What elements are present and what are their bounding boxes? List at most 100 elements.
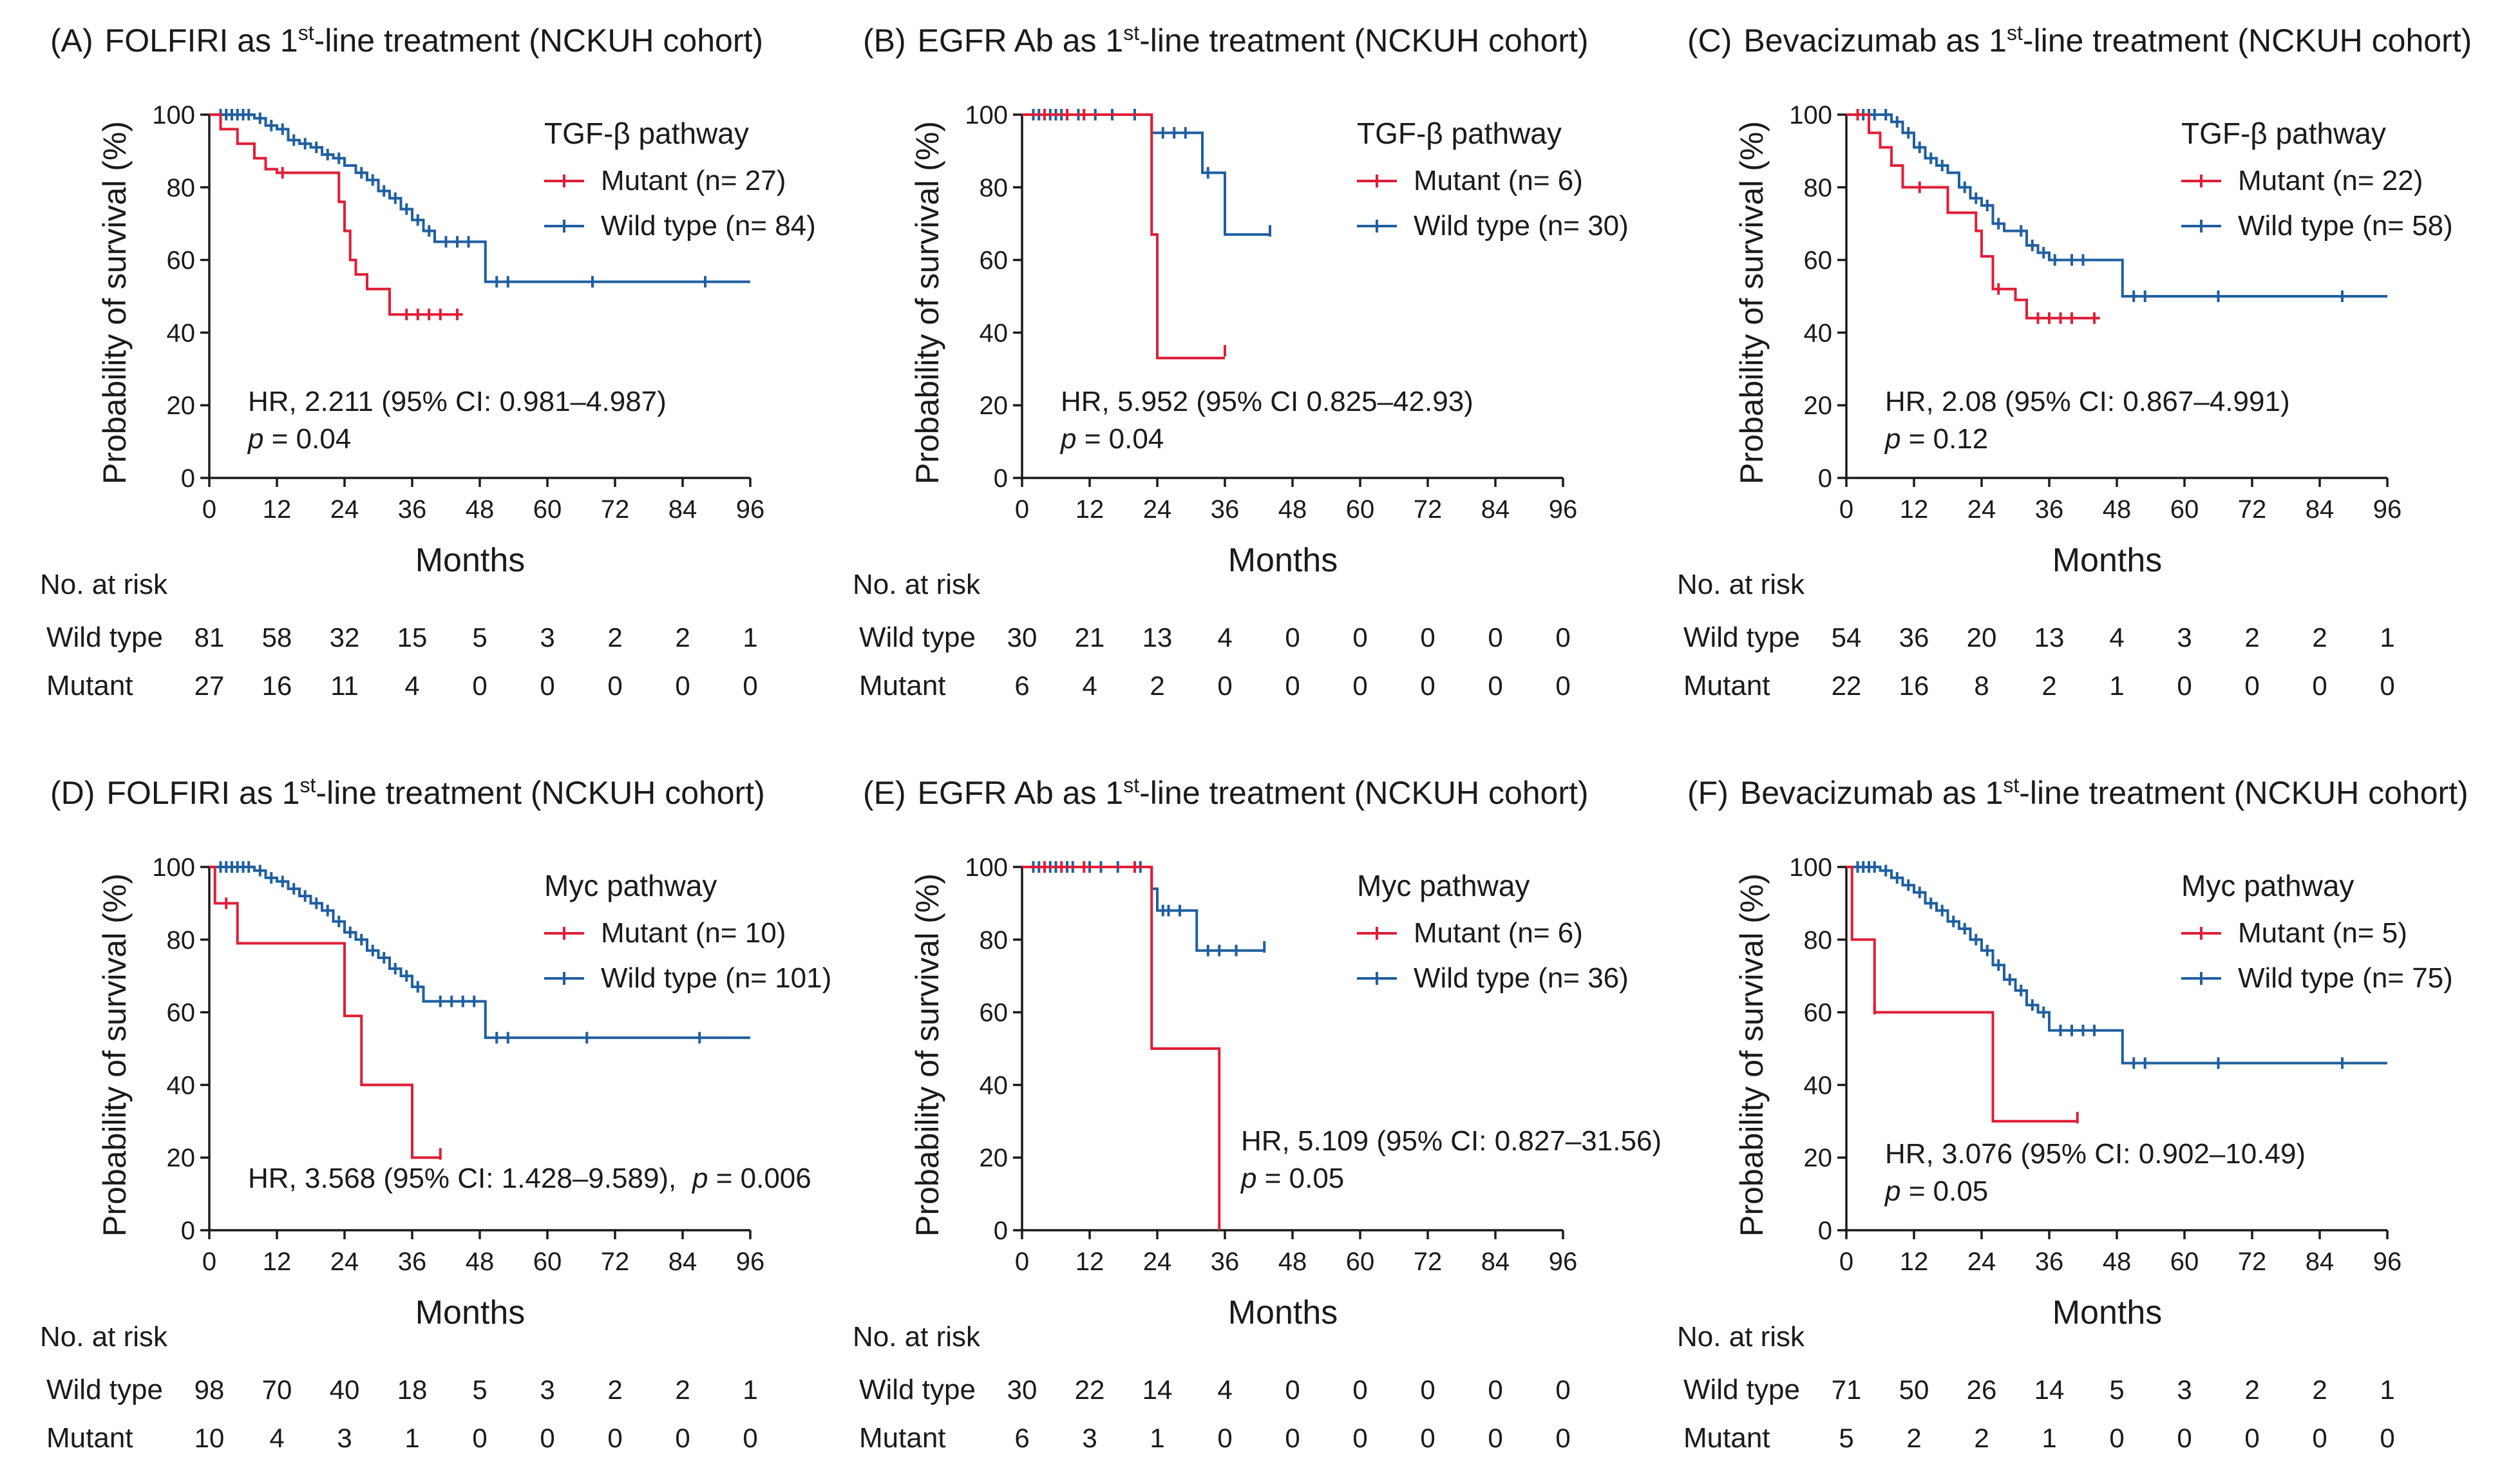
panel-title-sup: st <box>1123 21 1139 44</box>
risk-count-mutant: 6 <box>1014 671 1029 701</box>
panel-title: (C) Bevacizumab as 1st-line treatment (NC… <box>1687 21 2472 59</box>
risk-count-mutant: 16 <box>262 671 292 701</box>
hazard-ratio-text: HR, 3.568 (95% CI: 1.428–9.589), <box>248 1163 676 1194</box>
risk-table-header: No. at risk <box>1677 569 1805 600</box>
x-tick-label: 60 <box>1346 495 1375 524</box>
risk-count-mutant: 3 <box>337 1423 352 1453</box>
legend-title: Myc pathway <box>544 869 717 902</box>
risk-count-mutant: 0 <box>2244 1423 2259 1453</box>
risk-row-label-mutant: Mutant <box>859 1422 946 1454</box>
x-tick-label: 24 <box>1143 495 1172 524</box>
panel-label: (B) <box>863 23 906 59</box>
panel-title: (A) FOLFIRI as 1st-line treatment (NCKUH … <box>50 21 763 59</box>
legend-label-mutant: Mutant (n= 6) <box>1414 917 1583 949</box>
risk-count-mutant: 0 <box>2109 1423 2124 1453</box>
risk-row-label-mutant: Mutant <box>46 1422 133 1454</box>
panel-title-sup: st <box>2003 774 2019 797</box>
p-value: = 0.05 <box>1900 1175 1988 1207</box>
risk-row-label-wild-type: Wild type <box>46 622 163 653</box>
panel-label: (E) <box>863 775 906 811</box>
p-value: = 0.04 <box>1076 423 1164 455</box>
km-panel-d: (D) FOLFIRI as 1st-line treatment (NCKUH … <box>40 774 831 1454</box>
risk-count-mutant: 0 <box>472 1423 487 1453</box>
x-tick-label: 96 <box>736 1248 765 1276</box>
risk-count-mutant: 0 <box>1217 1423 1232 1453</box>
km-curve-mutant <box>209 866 441 1159</box>
y-tick-label: 40 <box>980 1071 1009 1099</box>
x-tick-label: 84 <box>2306 495 2335 524</box>
km-curve-wild-type <box>1022 866 1265 952</box>
risk-count-mutant: 2 <box>1974 1423 1989 1453</box>
risk-count-mutant: 6 <box>1014 1423 1029 1453</box>
y-tick-label: 60 <box>1804 247 1833 275</box>
risk-count-mutant: 11 <box>330 671 359 701</box>
x-tick-label: 84 <box>668 495 697 524</box>
y-tick-label: 80 <box>980 926 1009 955</box>
risk-count-wild-type: 2 <box>2244 622 2259 652</box>
p-value: = 0.05 <box>1256 1163 1344 1194</box>
y-tick-label: 40 <box>167 1071 196 1099</box>
risk-count-mutant: 0 <box>675 671 690 701</box>
y-tick-label: 60 <box>980 999 1009 1027</box>
risk-count-mutant: 0 <box>1217 671 1232 701</box>
risk-count-wild-type: 54 <box>1832 622 1862 652</box>
y-tick-label: 80 <box>1804 926 1833 955</box>
legend-label-mutant: Mutant (n= 5) <box>2238 917 2407 949</box>
p-value-text: p = 0.006 <box>691 1163 811 1194</box>
risk-count-wild-type: 3 <box>2177 1375 2192 1405</box>
y-tick-label: 0 <box>994 464 1008 493</box>
risk-row-label-wild-type: Wild type <box>859 1374 976 1405</box>
risk-count-wild-type: 5 <box>2109 1375 2124 1405</box>
risk-count-mutant: 0 <box>743 1423 757 1453</box>
risk-count-wild-type: 0 <box>1488 1375 1502 1405</box>
y-tick-label: 80 <box>167 926 196 955</box>
risk-count-mutant: 10 <box>194 1423 225 1453</box>
panel-title: (F) Bevacizumab as 1st-line treatment (NC… <box>1687 774 2468 811</box>
risk-count-wild-type: 81 <box>194 622 225 652</box>
km-curve-wild-type <box>209 113 750 283</box>
x-tick-label: 0 <box>1839 495 1853 524</box>
risk-table-header: No. at risk <box>40 1321 168 1353</box>
risk-count-wild-type: 0 <box>1488 622 1502 652</box>
risk-count-mutant: 0 <box>1420 1423 1435 1453</box>
risk-count-wild-type: 2 <box>607 1375 622 1405</box>
risk-count-wild-type: 0 <box>1352 1375 1367 1405</box>
y-tick-label: 100 <box>1789 101 1832 129</box>
km-panel-e: (E) EGFR Ab as 1st-line treatment (NCKUH … <box>853 774 1662 1454</box>
risk-count-wild-type: 3 <box>540 1375 554 1405</box>
y-tick-label: 20 <box>1804 1144 1833 1172</box>
panel-title-pre: FOLFIRI as 1 <box>105 23 298 59</box>
x-tick-label: 48 <box>2103 495 2132 524</box>
risk-count-wild-type: 13 <box>1142 622 1173 652</box>
x-tick-label: 36 <box>2035 495 2064 524</box>
panel-label: (F) <box>1687 775 1729 811</box>
x-tick-label: 60 <box>1346 1248 1375 1276</box>
panel-title-pre: Bevacizumab as 1 <box>1743 23 2007 59</box>
risk-count-wild-type: 14 <box>2034 1375 2065 1405</box>
y-tick-label: 0 <box>181 464 195 493</box>
risk-count-mutant: 0 <box>607 1423 622 1453</box>
x-tick-label: 0 <box>1839 1248 1853 1276</box>
x-tick-label: 96 <box>736 495 765 524</box>
p-symbol: p <box>1059 423 1076 455</box>
x-tick-label: 0 <box>1015 1248 1029 1276</box>
y-axis-label: Probability of survival (%) <box>909 121 945 484</box>
y-tick-label: 100 <box>152 853 195 882</box>
risk-count-wild-type: 1 <box>743 622 757 652</box>
x-tick-label: 36 <box>1211 1248 1240 1276</box>
y-axis-label: Probability of survival (%) <box>1734 121 1770 484</box>
risk-table-header: No. at risk <box>853 569 981 600</box>
risk-count-wild-type: 21 <box>1075 622 1105 652</box>
risk-count-wild-type: 1 <box>2380 1375 2394 1405</box>
p-value-text: p = 0.04 <box>247 423 351 455</box>
x-tick-label: 84 <box>1481 1248 1510 1276</box>
x-tick-label: 36 <box>398 495 427 524</box>
panel-title-sup: st <box>300 774 316 797</box>
risk-count-wild-type: 0 <box>1285 1375 1300 1405</box>
panel-title-post: -line treatment (NCKUH cohort) <box>2019 775 2468 811</box>
x-tick-label: 84 <box>668 1248 697 1276</box>
risk-count-mutant: 3 <box>1082 1423 1097 1453</box>
legend-label-wild-type: Wild type (n= 101) <box>601 962 831 994</box>
risk-count-wild-type: 3 <box>540 622 554 652</box>
